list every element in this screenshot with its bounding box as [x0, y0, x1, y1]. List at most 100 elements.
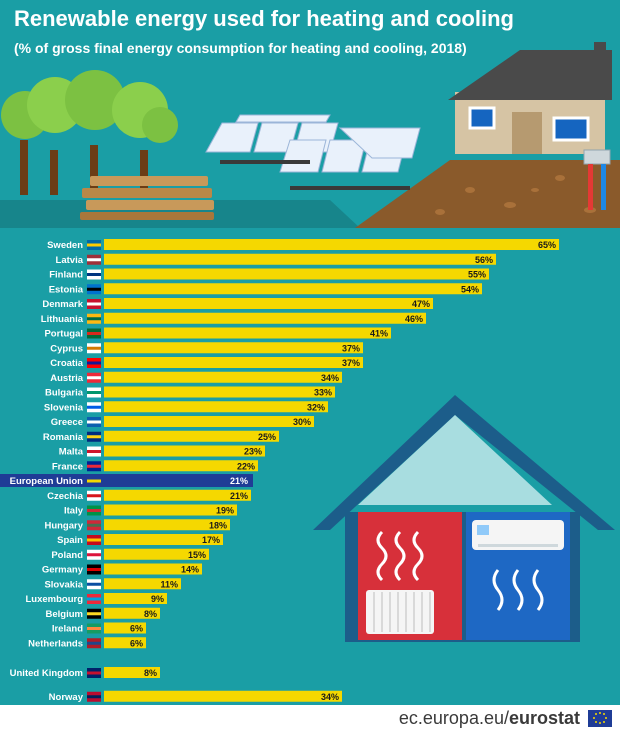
bar [104, 416, 314, 427]
bar [104, 667, 160, 678]
soil [355, 160, 620, 228]
flag-stripe [87, 597, 101, 601]
flag-stripe [87, 582, 101, 586]
flag-stripe [87, 523, 101, 527]
bar-row: Hungary 18% [44, 519, 230, 531]
flag-stripe [87, 361, 101, 365]
chart-subtitle: (% of gross final energy consumption for… [14, 40, 467, 56]
radiator-icon [366, 530, 434, 634]
bar [104, 578, 181, 590]
value-label: 56% [475, 255, 493, 265]
category-label: Lithuania [41, 314, 84, 325]
bar-row: Lithuania 46% [41, 312, 426, 325]
wood-pile [80, 176, 214, 220]
category-label: Netherlands [28, 638, 83, 649]
value-label: 65% [538, 240, 556, 250]
value-label: 47% [412, 299, 430, 309]
value-label: 9% [151, 594, 164, 604]
flag-stripe [87, 509, 101, 512]
category-label: European Union [10, 476, 84, 487]
category-label: Malta [59, 447, 84, 458]
bar [104, 430, 279, 442]
flag-stripe [87, 420, 101, 424]
category-label: Croatia [50, 358, 83, 369]
category-label: Germany [42, 565, 84, 576]
category-label: France [52, 461, 83, 472]
value-label: 15% [188, 550, 206, 560]
solar-panel-stands [220, 160, 410, 190]
bar-row: Cyprus 37% [50, 342, 363, 354]
value-label: 8% [144, 609, 157, 619]
category-label: Ireland [52, 624, 83, 635]
value-label: 18% [209, 520, 227, 530]
flag-stripe [87, 391, 101, 394]
bar [104, 386, 335, 398]
category-label: Czechia [47, 491, 84, 502]
category-label: Greece [51, 417, 83, 428]
category-label: Portugal [44, 329, 83, 340]
bar-row: Latvia 56% [56, 253, 496, 266]
value-label: 34% [321, 373, 339, 383]
flag-stripe [87, 641, 101, 645]
flag-stripe [87, 376, 101, 380]
bar [104, 475, 251, 486]
flag-stripe [87, 302, 101, 306]
bar [104, 371, 342, 383]
bar-row: Portugal 41% [44, 327, 391, 340]
flag-stripe [87, 553, 101, 557]
solar-panels [205, 114, 421, 173]
bar [104, 239, 559, 250]
bar [104, 504, 237, 516]
bar-row: Poland 15% [51, 548, 209, 561]
bar [104, 519, 230, 531]
bar [104, 460, 258, 472]
bar-row: Bulgaria 33% [45, 386, 335, 399]
value-label: 37% [342, 358, 360, 368]
value-label: 32% [307, 402, 325, 412]
bar-row: Romania 25% [43, 430, 279, 443]
footer-strip [0, 705, 620, 734]
eu-flag-icon [588, 710, 612, 727]
value-label: 19% [216, 506, 234, 516]
bar [104, 283, 482, 295]
soil-stones [435, 175, 596, 215]
bar [104, 548, 209, 560]
value-label: 25% [258, 432, 276, 442]
category-label: Austria [50, 373, 83, 384]
air-conditioner-icon [472, 520, 564, 611]
bar [104, 253, 496, 265]
house-top [448, 42, 612, 210]
flag-stripe [87, 346, 101, 350]
bar [104, 298, 433, 309]
category-label: Estonia [49, 284, 84, 295]
value-label: 6% [130, 624, 143, 634]
value-label: 14% [181, 565, 199, 575]
bar [104, 312, 426, 324]
bar-row: Estonia 54% [49, 283, 482, 295]
flag-stripe [87, 435, 101, 439]
bar-row: Denmark 47% [42, 298, 433, 310]
bar [104, 593, 167, 604]
bar-row: Luxembourg 9% [25, 593, 167, 605]
category-label: Slovakia [44, 579, 83, 590]
bar [104, 622, 146, 634]
category-label: Luxembourg [25, 594, 83, 605]
flag-stripe [87, 671, 101, 675]
value-label: 6% [130, 638, 143, 648]
value-label: 8% [144, 668, 157, 678]
category-label: Belgium [46, 609, 83, 620]
trees [1, 70, 178, 195]
category-label: Norway [49, 692, 84, 703]
bar-chart: Sweden 65% Latvia 56% Finland 55% Estonia 54% De… [0, 239, 559, 703]
bar [104, 445, 265, 457]
bar [104, 401, 328, 413]
flag-stripe [87, 627, 101, 630]
bar-row: Croatia 37% [50, 357, 363, 369]
flag-stripe [87, 317, 101, 321]
bar-row: Slovakia 11% [44, 578, 181, 590]
bar [104, 342, 363, 354]
bar-row: Germany 14% [42, 563, 202, 576]
category-label: United Kingdom [10, 668, 83, 679]
